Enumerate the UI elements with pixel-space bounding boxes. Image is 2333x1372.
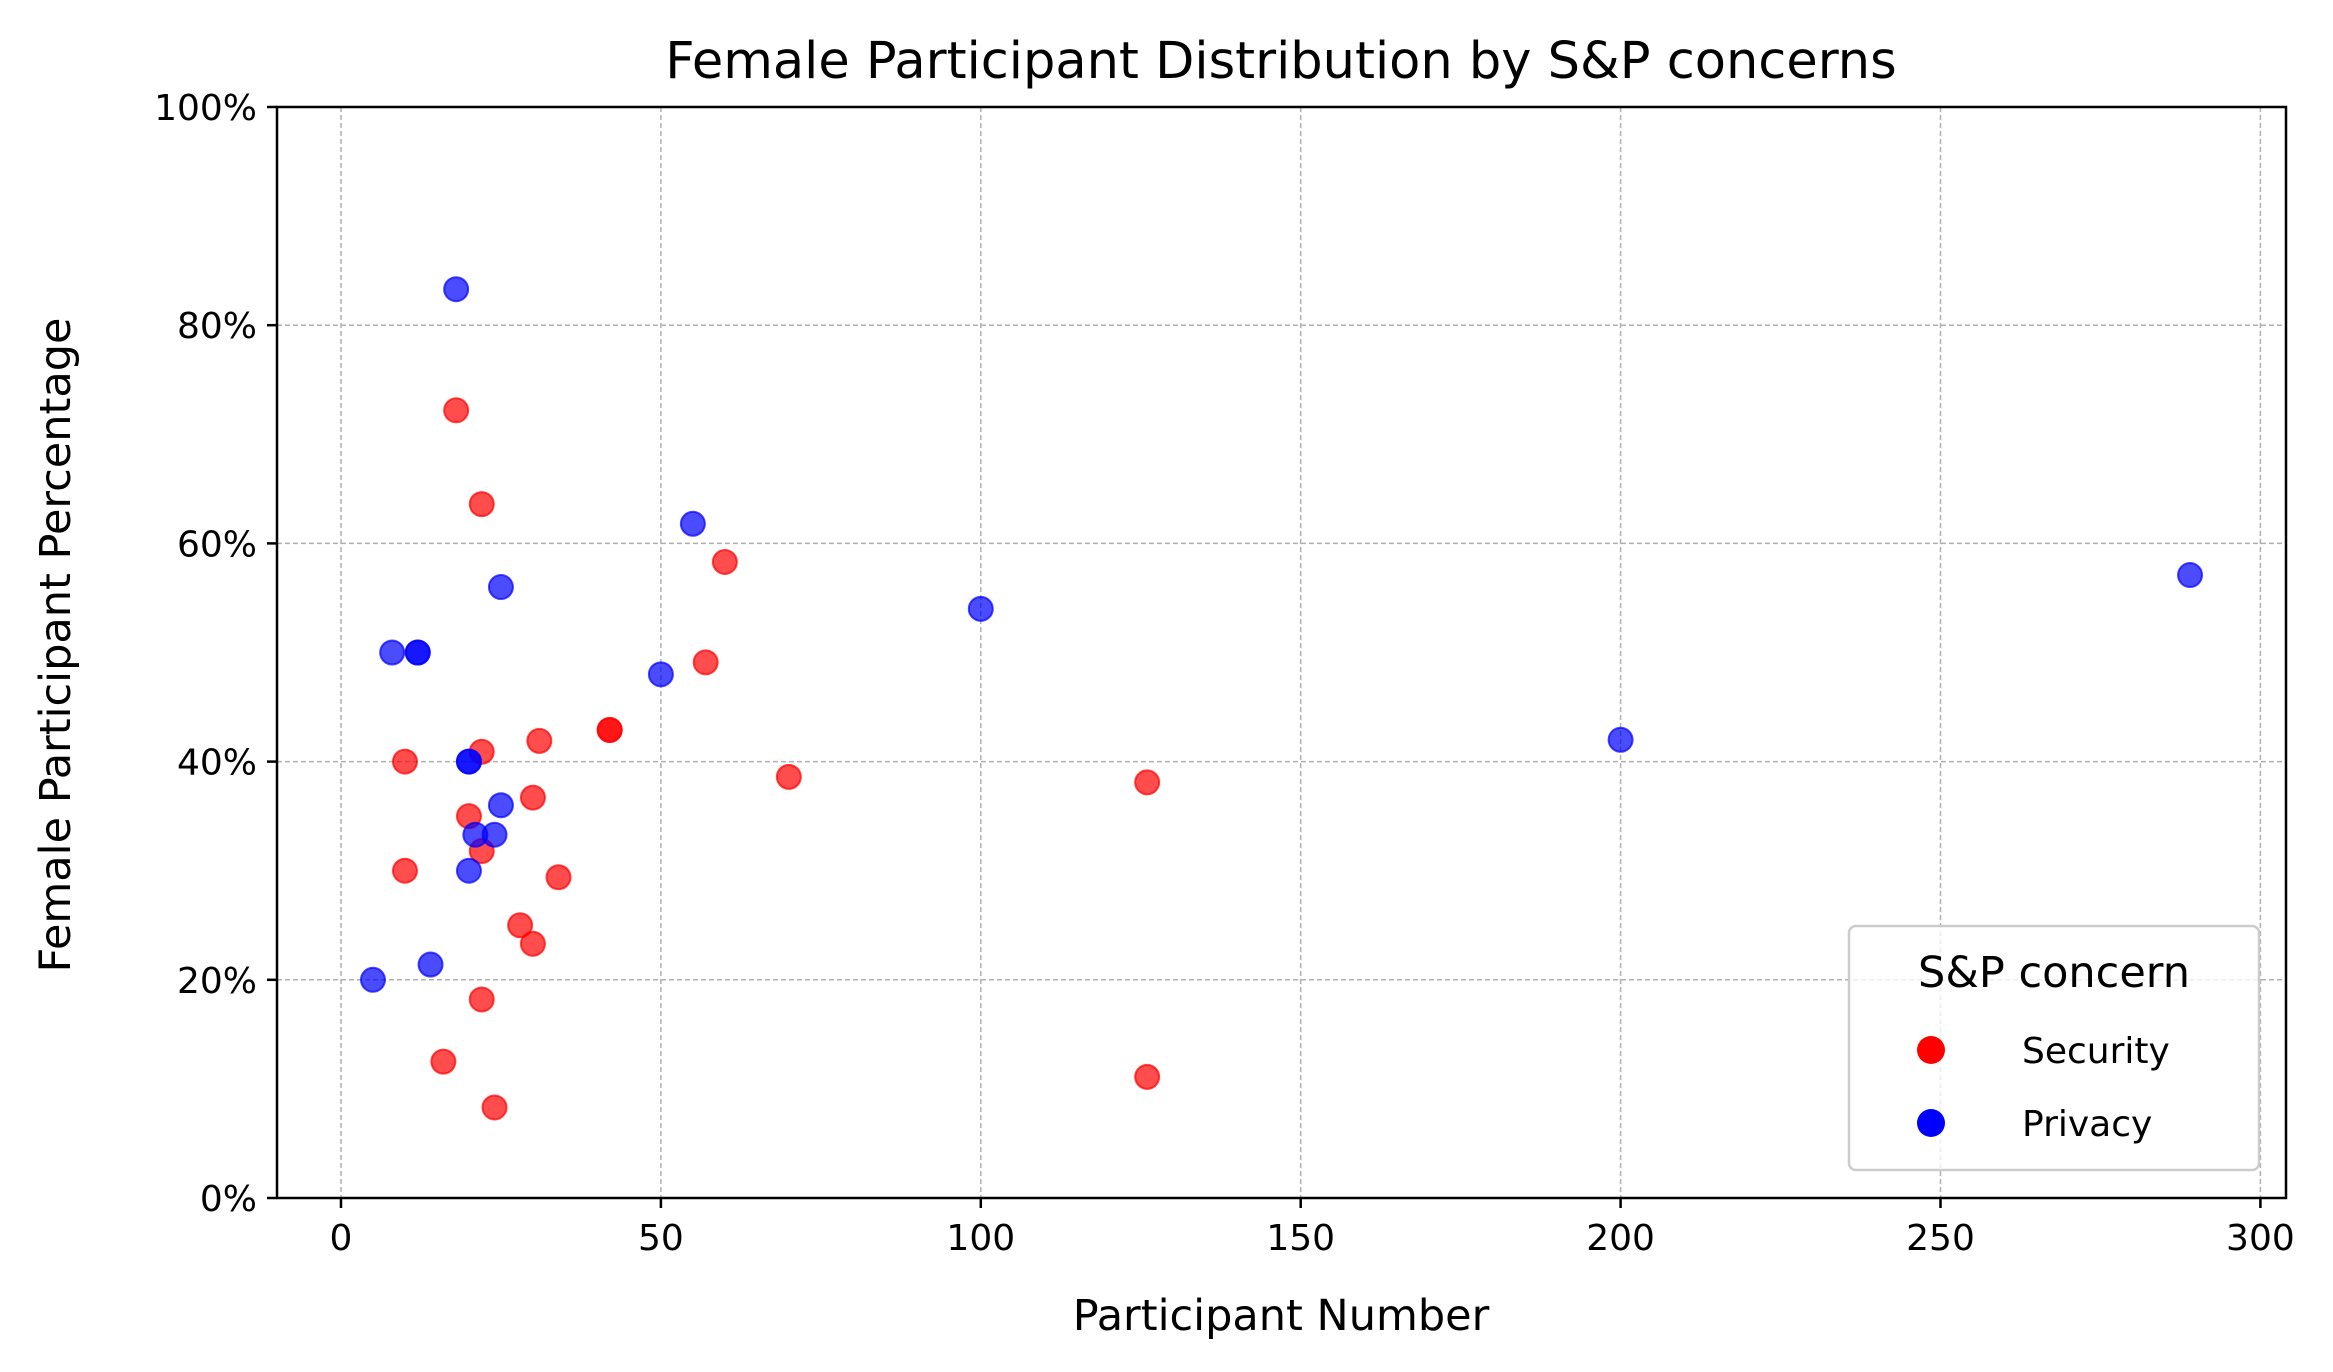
x-tick-label: 200 <box>1586 1218 1655 1259</box>
data-point-privacy <box>455 748 482 775</box>
y-tick-label: 100% <box>154 88 257 129</box>
data-point-privacy <box>481 821 508 848</box>
data-point-security <box>596 716 623 743</box>
data-point-security <box>519 930 546 957</box>
data-point-security <box>711 548 738 575</box>
data-point-security <box>507 912 534 939</box>
data-point-security <box>692 649 719 676</box>
x-tick-label: 300 <box>2226 1218 2295 1259</box>
data-point-privacy <box>967 595 994 622</box>
data-point-privacy <box>487 792 514 819</box>
data-points-layer <box>359 276 2204 1121</box>
data-point-security <box>391 748 418 775</box>
data-point-security <box>519 784 546 811</box>
y-tick-label: 60% <box>177 524 257 565</box>
data-point-security <box>545 864 572 891</box>
data-point-security <box>526 727 553 754</box>
legend-marker-security <box>1917 1036 1945 1064</box>
data-point-privacy <box>359 966 386 993</box>
x-tick-label: 150 <box>1266 1218 1335 1259</box>
data-point-privacy <box>1607 726 1634 753</box>
data-point-privacy <box>417 951 444 978</box>
legend: S&P concern Security Privacy <box>1847 924 2261 1172</box>
x-tick-label: 100 <box>946 1218 1015 1259</box>
data-point-privacy <box>379 639 406 666</box>
legend-label-security: Security <box>2022 1031 2170 1072</box>
data-point-privacy <box>443 276 470 303</box>
data-point-privacy <box>679 510 706 537</box>
data-point-security <box>468 986 495 1013</box>
legend-marker-privacy <box>1917 1109 1945 1137</box>
data-point-security <box>1134 769 1161 796</box>
plot-frame <box>275 105 2288 1200</box>
y-axis-title: Female Participant Percentage <box>31 318 81 973</box>
y-tick-label: 20% <box>177 961 257 1002</box>
data-point-security <box>430 1048 457 1075</box>
data-point-security <box>1134 1063 1161 1090</box>
axes-layer: 0 50 100 150 200 250 300 0% 20% 40% 60% 80% 100% <box>154 88 2295 1259</box>
x-axis-title: Participant Number <box>1073 1291 1490 1341</box>
data-point-privacy <box>455 857 482 884</box>
legend-box <box>1847 924 2261 1172</box>
data-point-security <box>468 491 495 518</box>
x-tick-label: 50 <box>638 1218 684 1259</box>
chart-title: Female Participant Distribution by S&P c… <box>665 32 1896 91</box>
y-tick-label: 40% <box>177 743 257 784</box>
data-point-security <box>481 1094 508 1121</box>
y-tick-label: 0% <box>200 1179 257 1220</box>
data-point-privacy <box>404 639 431 666</box>
legend-label-privacy: Privacy <box>2022 1104 2152 1145</box>
y-tick-label: 80% <box>177 306 257 347</box>
x-tick-label: 0 <box>330 1218 353 1259</box>
legend-title: S&P concern <box>1918 948 2190 998</box>
x-tick-label: 250 <box>1906 1218 1975 1259</box>
data-point-privacy <box>647 661 674 688</box>
data-point-privacy <box>2177 562 2204 589</box>
data-point-security <box>775 763 802 790</box>
data-point-privacy <box>487 574 514 601</box>
data-point-security <box>391 857 418 884</box>
data-point-security <box>443 397 470 424</box>
